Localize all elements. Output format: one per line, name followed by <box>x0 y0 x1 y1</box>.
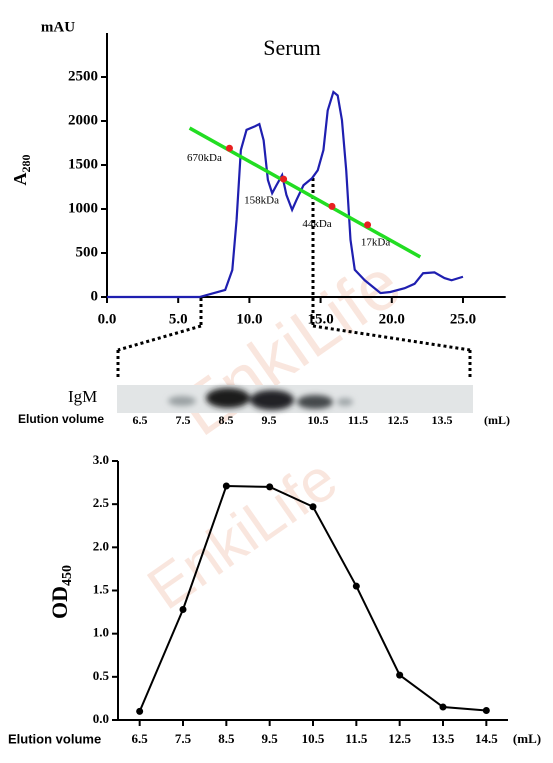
y-tick-label: 0.0 <box>93 711 109 726</box>
lane-label: 13.5 <box>432 413 453 427</box>
marker <box>225 144 233 152</box>
x-tick-label: 20.0 <box>379 311 405 327</box>
blot-x-label: Elution volume <box>18 412 104 426</box>
y-tick-label: 500 <box>76 244 99 260</box>
lane-label: 8.5 <box>219 413 234 427</box>
y-tick-label: 1000 <box>68 200 98 216</box>
lane-label: 9.5 <box>262 413 277 427</box>
marker <box>280 175 288 183</box>
x-tick-label: 7.5 <box>175 731 192 746</box>
x-tick-label: 25.0 <box>450 311 476 327</box>
blot-label: IgM <box>68 387 97 406</box>
marker <box>482 707 490 715</box>
marker <box>352 582 360 590</box>
y-label-sub: 450 <box>60 565 75 586</box>
x-tick-label: 13.5 <box>432 731 455 746</box>
y-label-main: OD <box>47 586 72 619</box>
watermark: EnkiLife <box>136 445 349 622</box>
lane-label: 12.5 <box>388 413 409 427</box>
x-tick-label: 10.0 <box>236 311 262 327</box>
marker <box>396 671 404 679</box>
y-label-main: A <box>10 173 30 186</box>
marker-label: 17kDa <box>361 236 390 248</box>
marker-label: 670kDa <box>187 152 222 164</box>
blot-unit: (mL) <box>484 413 510 427</box>
lane-label: 7.5 <box>176 413 191 427</box>
x-unit: (mL) <box>513 731 541 746</box>
y-tick-label: 2.0 <box>93 538 109 553</box>
y-tick-label: 1500 <box>68 156 98 172</box>
y-unit: mAU <box>41 19 75 35</box>
chart-title: Serum <box>263 35 320 60</box>
y-tick-label: 0 <box>91 288 99 304</box>
x-tick-label: 12.5 <box>388 731 411 746</box>
y-tick-label: 0.5 <box>93 668 110 683</box>
marker <box>136 707 144 715</box>
connectors <box>116 178 472 378</box>
x-tick-label: 9.5 <box>262 731 279 746</box>
y-label: OD450 <box>47 565 75 619</box>
blot-bands <box>168 388 353 410</box>
x-label: Elution volume <box>8 731 101 746</box>
x-tick-label: 8.5 <box>218 731 235 746</box>
x-tick-label: 10.5 <box>302 731 325 746</box>
marker <box>179 605 187 613</box>
marker <box>439 703 447 711</box>
series-line <box>107 90 464 299</box>
lane-label: 10.5 <box>308 413 329 427</box>
y-tick-label: 2500 <box>68 68 98 84</box>
marker <box>364 221 372 229</box>
watermark: EnkiLife <box>165 244 414 451</box>
x-tick-label: 14.5 <box>475 731 498 746</box>
marker <box>222 482 230 490</box>
lane-label: 11.5 <box>348 413 368 427</box>
marker-label: 158kDa <box>244 195 279 207</box>
marker-label: 44kDa <box>302 218 331 230</box>
marker <box>309 503 317 511</box>
y-label-sub: 280 <box>19 155 33 173</box>
y-tick-label: 3.0 <box>93 452 109 467</box>
marker <box>328 202 336 210</box>
lane-label: 6.5 <box>133 413 148 427</box>
y-tick-label: 1.5 <box>93 581 110 596</box>
marker <box>266 483 274 491</box>
y-tick-label: 2000 <box>68 112 98 128</box>
x-tick-label: 0.0 <box>98 311 117 327</box>
x-tick-label: 15.0 <box>307 311 333 327</box>
y-label: A280 <box>10 155 33 186</box>
x-tick-label: 11.5 <box>345 731 368 746</box>
x-tick-label: 6.5 <box>132 731 149 746</box>
x-tick-label: 5.0 <box>169 311 188 327</box>
y-tick-label: 1.0 <box>93 625 109 640</box>
y-tick-label: 2.5 <box>93 495 110 510</box>
